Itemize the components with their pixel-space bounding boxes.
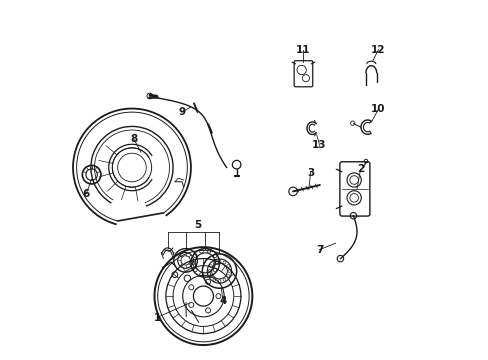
Text: 2: 2	[356, 164, 364, 174]
Text: 6: 6	[82, 189, 90, 199]
Text: 12: 12	[370, 45, 385, 55]
Text: 13: 13	[312, 140, 326, 150]
Text: 10: 10	[370, 104, 385, 114]
Text: 7: 7	[315, 245, 323, 255]
Text: 9: 9	[178, 107, 185, 117]
Text: 8: 8	[130, 134, 137, 144]
Text: 1: 1	[153, 312, 160, 323]
Text: 11: 11	[296, 45, 310, 55]
Text: 3: 3	[306, 168, 314, 178]
Text: 5: 5	[194, 220, 201, 230]
Text: 4: 4	[219, 296, 226, 306]
